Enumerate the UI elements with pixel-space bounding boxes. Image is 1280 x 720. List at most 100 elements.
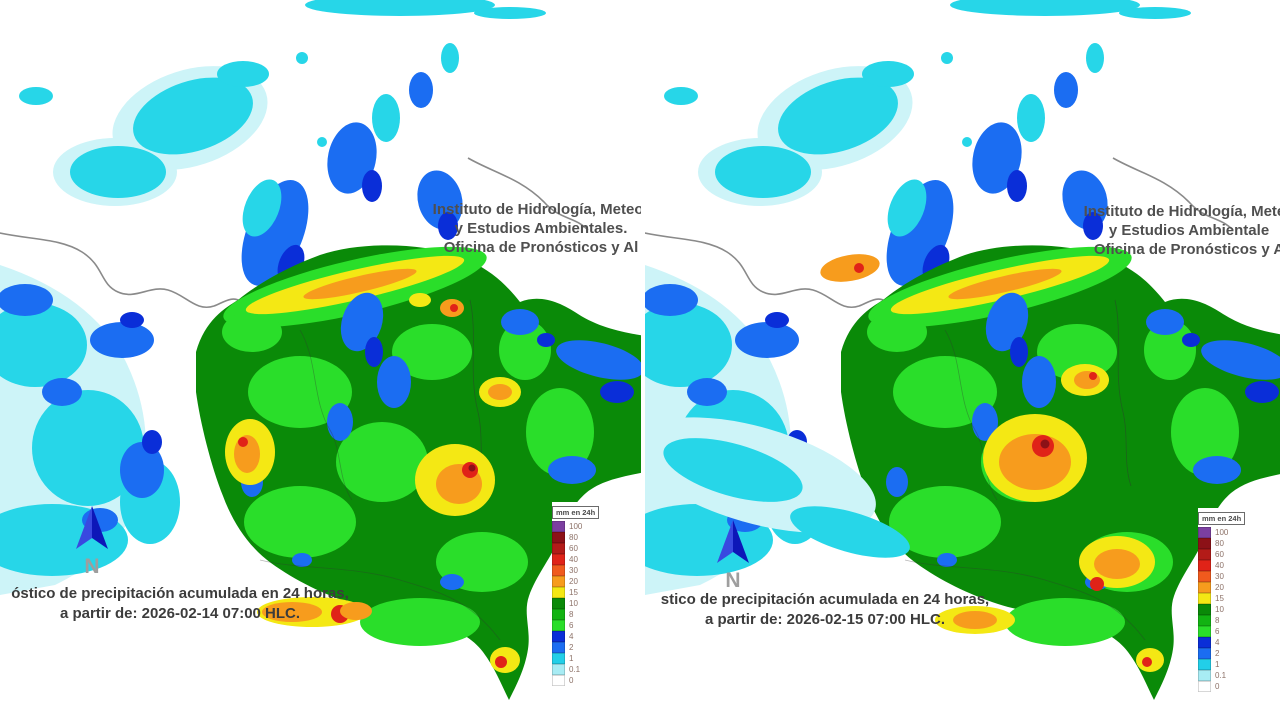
legend-value: 10	[569, 598, 578, 608]
caption-line: stico de precipitación acumulada en 24 h…	[660, 591, 990, 608]
legend-entry: 1	[552, 653, 599, 664]
legend-value: 4	[1215, 637, 1220, 647]
legend-color-swatch	[1198, 560, 1211, 571]
legend-color-swatch	[552, 642, 565, 653]
legend-entry: 4	[552, 631, 599, 642]
legend-entry: 8	[552, 609, 599, 620]
legend-color-swatch	[1198, 593, 1211, 604]
legend-color-swatch	[1198, 659, 1211, 670]
legend-entry: 60	[552, 543, 599, 554]
legend-color-swatch	[552, 598, 565, 609]
precipitation-map-graphic	[645, 0, 1280, 701]
institute-header: Instituto de Hidrología, Meteor y Estudi…	[427, 200, 641, 257]
legend-color-swatch	[552, 609, 565, 620]
precipitation-map-graphic	[0, 0, 641, 701]
legend-entry: 30	[1198, 571, 1245, 582]
legend-value: 10	[1215, 604, 1224, 614]
north-label: N	[725, 569, 741, 592]
north-arrow-icon	[717, 520, 749, 563]
legend-color-swatch	[552, 543, 565, 554]
legend-scale: 100 80 60 40 30 20 15 10 8 6 4 2 1 0.1 0	[552, 521, 599, 686]
north-label: N	[84, 555, 100, 578]
institute-header: Instituto de Hidrología, Meteo y Estudio…	[1075, 202, 1280, 259]
north-arrow: N	[711, 518, 755, 593]
legend-value: 6	[1215, 626, 1220, 636]
legend-color-swatch	[552, 653, 565, 664]
legend-value: 0	[1215, 681, 1220, 691]
legend-value: 2	[1215, 648, 1220, 658]
legend-color-swatch	[552, 631, 565, 642]
legend-color-swatch	[552, 521, 565, 532]
institute-line: Instituto de Hidrología, Meteor	[432, 201, 641, 218]
institute-line: y Estudios Ambientale	[1108, 222, 1270, 239]
legend-color-swatch	[1198, 549, 1211, 560]
legend-entry: 100	[1198, 527, 1245, 538]
legend-entry: 20	[552, 576, 599, 587]
legend-value: 8	[569, 609, 574, 619]
legend-entry: 40	[552, 554, 599, 565]
legend-color-swatch	[552, 664, 565, 675]
legend-color-swatch	[1198, 626, 1211, 637]
legend-entry: 8	[1198, 615, 1245, 626]
legend-value: 30	[569, 565, 578, 575]
forecast-map-panel-feb15: Instituto de Hidrología, Meteo y Estudio…	[645, 0, 1280, 720]
precipitation-legend: mm en 24h 100 80 60 40 30 20 15 10 8 6 4 2 1 0.1 0	[1198, 508, 1246, 692]
caption-line: a partir de: 2026-02-14 07:00 HLC.	[59, 605, 301, 622]
legend-entry: 40	[1198, 560, 1245, 571]
institute-line: Oficina de Pronósticos y Al	[443, 239, 639, 256]
legend-value: 4	[569, 631, 574, 641]
legend-entry: 6	[1198, 626, 1245, 637]
legend-entry: 100	[552, 521, 599, 532]
legend-entry: 0	[1198, 681, 1245, 692]
institute-line: Instituto de Hidrología, Meteo	[1083, 203, 1280, 220]
legend-color-swatch	[552, 532, 565, 543]
legend-color-swatch	[1198, 615, 1211, 626]
forecast-map-panel-feb14: Instituto de Hidrología, Meteor y Estudi…	[0, 0, 641, 701]
legend-color-swatch	[1198, 604, 1211, 615]
legend-value: 15	[569, 587, 578, 597]
legend-color-swatch	[1198, 648, 1211, 659]
legend-value: 1	[1215, 659, 1220, 669]
legend-color-swatch	[1198, 538, 1211, 549]
legend-entry: 2	[552, 642, 599, 653]
legend-value: 8	[1215, 615, 1220, 625]
legend-entry: 0	[552, 675, 599, 686]
legend-color-swatch	[552, 565, 565, 576]
heavy-rain-cells	[225, 293, 521, 673]
legend-color-swatch	[1198, 527, 1211, 538]
legend-entry: 60	[1198, 549, 1245, 560]
legend-color-swatch	[552, 620, 565, 631]
legend-color-swatch	[552, 587, 565, 598]
legend-entry: 10	[552, 598, 599, 609]
legend-value: 6	[569, 620, 574, 630]
legend-value: 80	[1215, 538, 1224, 548]
legend-entry: 15	[1198, 593, 1245, 604]
legend-value: 0.1	[1215, 670, 1227, 680]
legend-entry: 10	[1198, 604, 1245, 615]
legend-color-swatch	[1198, 582, 1211, 593]
legend-color-swatch	[1198, 681, 1211, 692]
legend-value: 2	[569, 642, 574, 652]
legend-entry: 2	[1198, 648, 1245, 659]
legend-value: 30	[1215, 571, 1224, 581]
legend-entry: 1	[1198, 659, 1245, 670]
legend-scale: 100 80 60 40 30 20 15 10 8 6 4 2 1 0.1 0	[1198, 527, 1245, 692]
legend-value: 60	[569, 543, 578, 553]
legend-value: 100	[569, 521, 583, 531]
legend-entry: 80	[1198, 538, 1245, 549]
legend-color-swatch	[552, 675, 565, 686]
legend-value: 80	[569, 532, 578, 542]
legend-value: 40	[569, 554, 578, 564]
legend-entry: 20	[1198, 582, 1245, 593]
legend-color-swatch	[552, 554, 565, 565]
legend-value: 100	[1215, 527, 1229, 537]
forecast-caption: stico de precipitación acumulada en 24 h…	[645, 590, 1005, 630]
legend-color-swatch	[1198, 637, 1211, 648]
north-arrow-icon	[76, 506, 108, 549]
heavy-rain-cells	[645, 254, 1164, 672]
legend-color-swatch	[1198, 571, 1211, 582]
legend-value: 60	[1215, 549, 1224, 559]
legend-value: 1	[569, 653, 574, 663]
legend-entry: 0.1	[1198, 670, 1245, 681]
